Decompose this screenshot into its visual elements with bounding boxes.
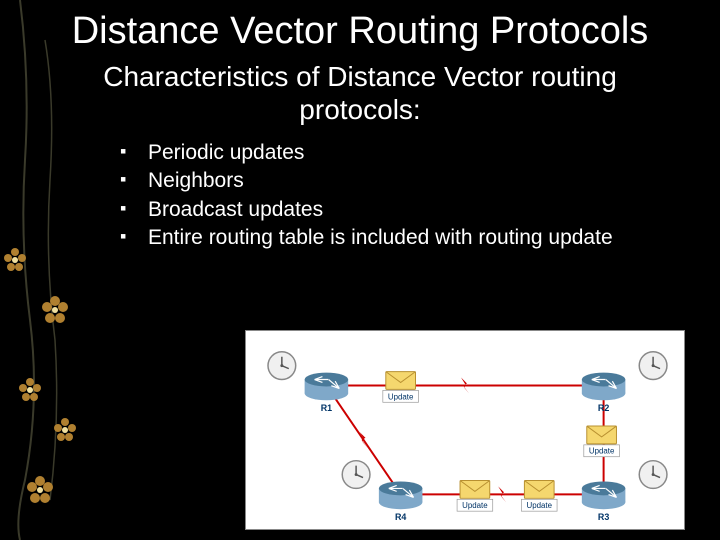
svg-text:Update: Update xyxy=(462,501,488,510)
svg-text:Update: Update xyxy=(527,501,553,510)
svg-text:Update: Update xyxy=(388,392,414,401)
bullet-list: Periodic updates Neighbors Broadcast upd… xyxy=(20,139,700,252)
svg-text:Update: Update xyxy=(589,447,615,456)
svg-text:R2: R2 xyxy=(598,403,609,413)
svg-text:R4: R4 xyxy=(395,512,406,522)
slide-title: Distance Vector Routing Protocols xyxy=(20,10,700,54)
bullet-item: Neighbors xyxy=(120,167,700,195)
slide-container: Distance Vector Routing Protocols Charac… xyxy=(0,0,720,540)
bullet-item: Broadcast updates xyxy=(120,196,700,224)
svg-text:R1: R1 xyxy=(321,403,332,413)
svg-text:R3: R3 xyxy=(598,512,609,522)
network-diagram: R1 R2 R3 R4 Update Update Update Update xyxy=(245,330,685,530)
slide-subtitle: Characteristics of Distance Vector routi… xyxy=(20,60,700,127)
bullet-item: Periodic updates xyxy=(120,139,700,167)
bullet-item: Entire routing table is included with ro… xyxy=(120,224,700,252)
